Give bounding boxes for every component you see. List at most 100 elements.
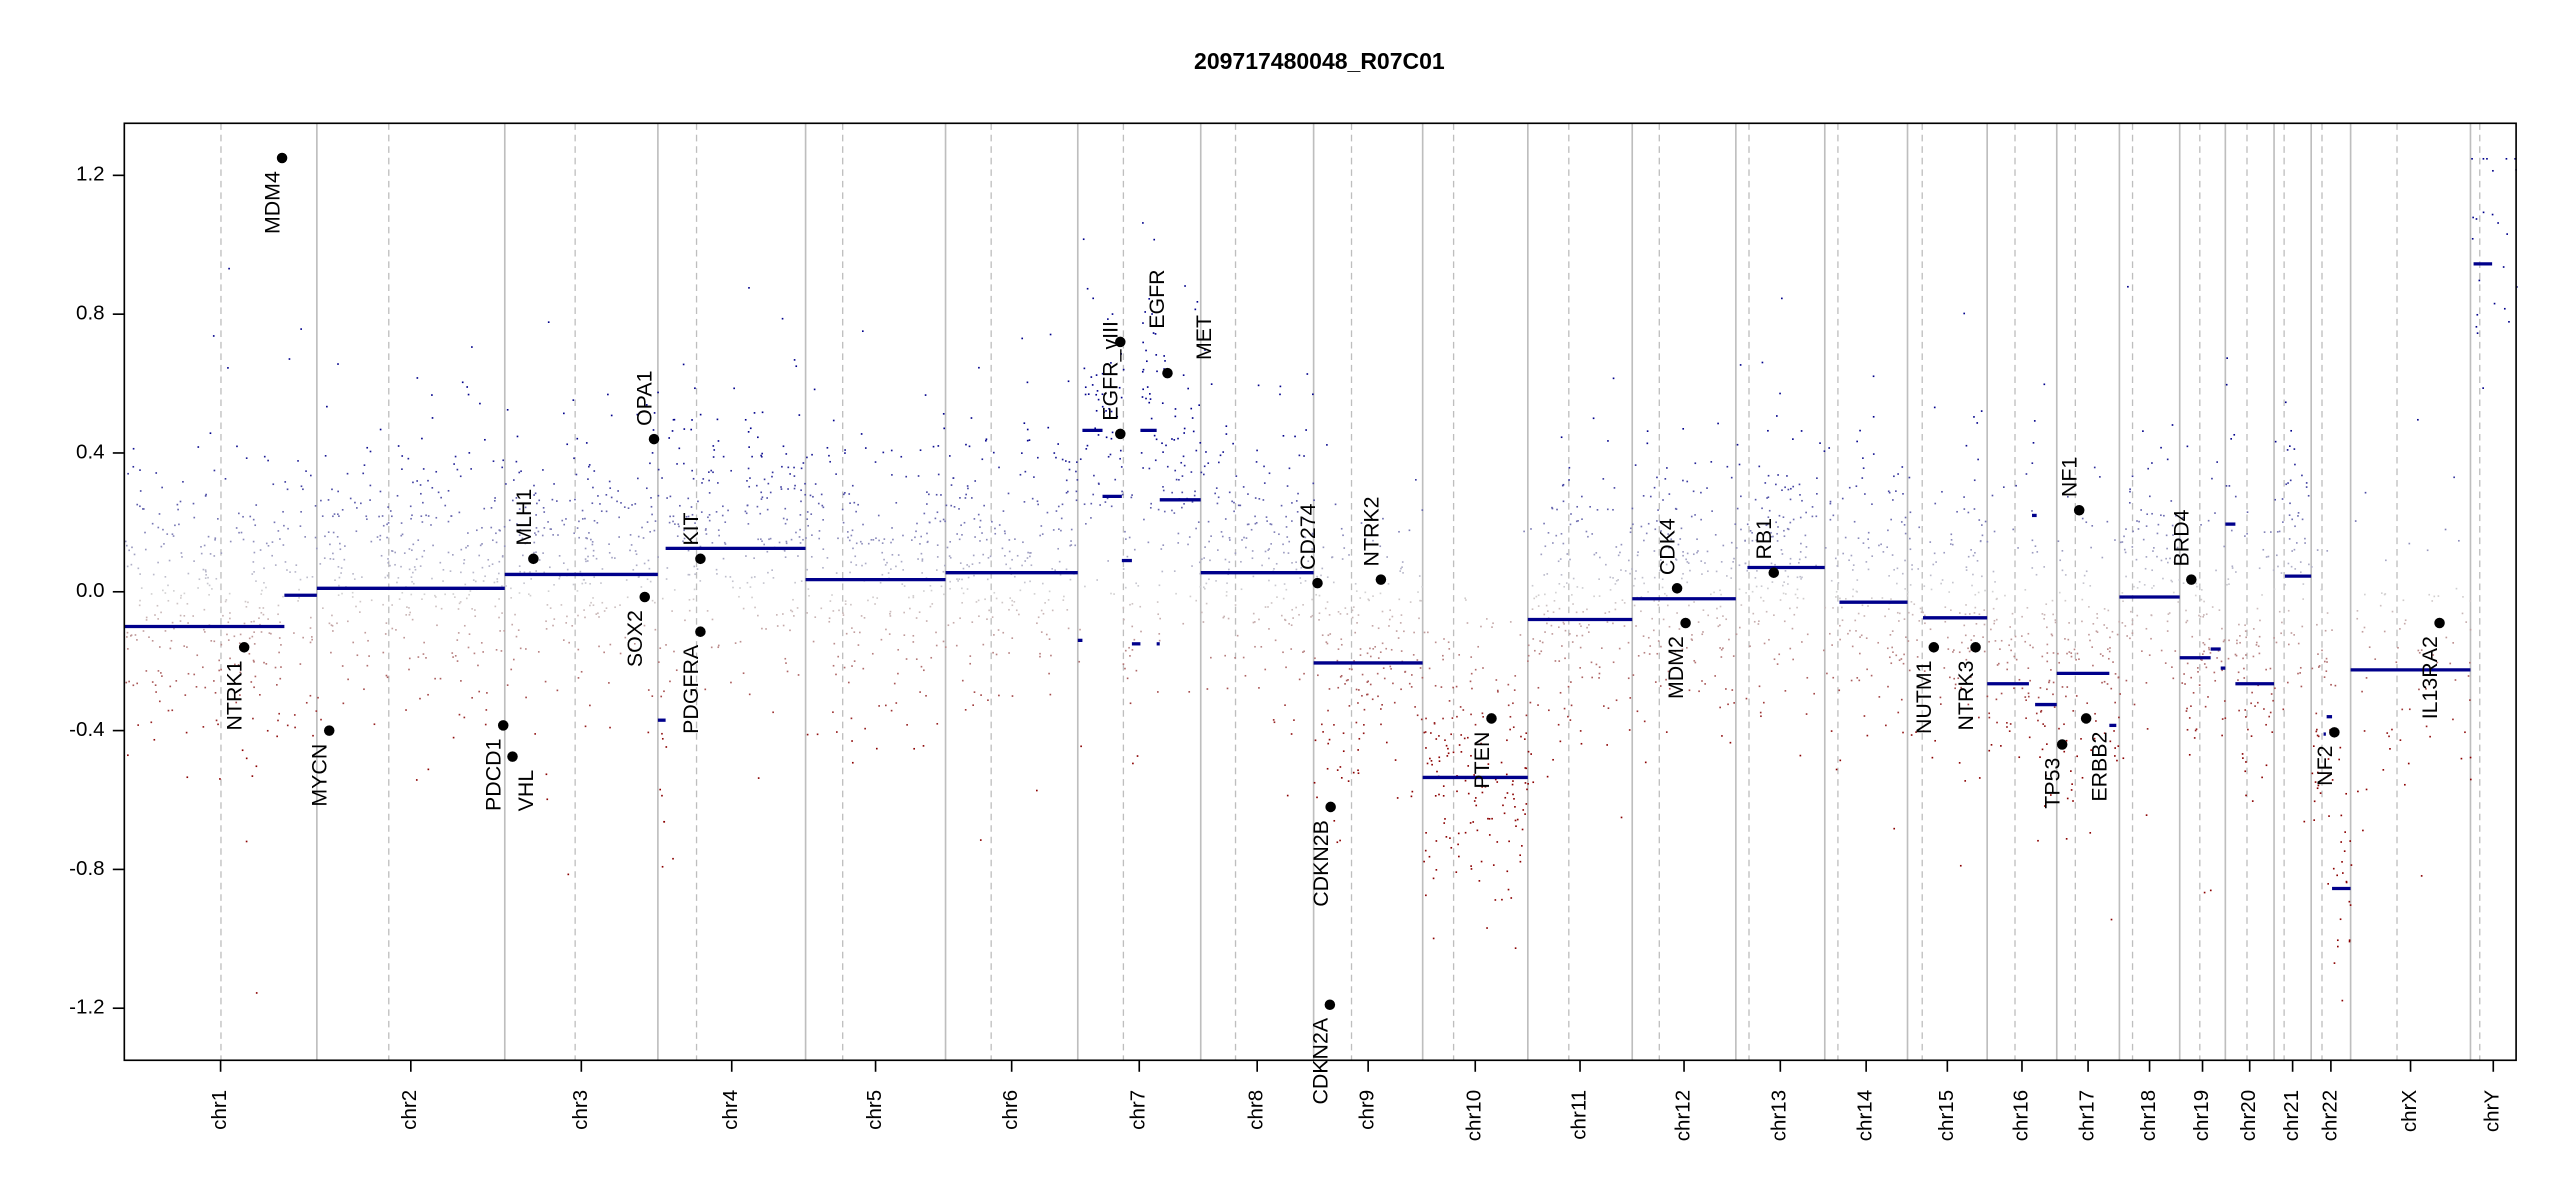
probe-point [722,557,725,560]
probe-point [1866,668,1868,671]
probe-point [1133,638,1136,641]
probe-point [1656,520,1658,522]
probe-point [522,554,524,557]
probe-point [2081,620,2083,623]
probe-point [1561,645,1563,647]
probe-point [807,588,810,590]
probe-point [1228,536,1231,539]
probe-point [2043,617,2045,620]
probe-point [1304,536,1307,539]
probe-point [1359,648,1362,650]
probe-point [1488,818,1491,820]
probe-point [1126,555,1129,558]
probe-point [332,531,335,534]
probe-point [1139,605,1142,608]
probe-point [2160,559,2163,562]
probe-point [277,719,279,722]
probe-point [2475,325,2478,328]
probe-point [158,646,161,648]
probe-point [592,597,594,599]
probe-point [1070,544,1073,546]
probe-point [391,515,393,518]
probe-point [1590,661,1593,664]
probe-point [311,638,313,641]
probe-point [879,581,882,584]
probe-point [1295,606,1297,609]
probe-point [1970,549,1972,551]
probe-point [2417,418,2419,421]
probe-point [915,658,918,661]
probe-point [1228,568,1230,571]
probe-point [1273,531,1276,533]
probe-point [1363,708,1366,711]
probe-point [912,596,915,599]
probe-point [245,757,248,760]
probe-point [2437,595,2440,597]
probe-point [671,610,673,612]
probe-point [2407,762,2410,765]
probe-point [1950,533,1953,536]
probe-point [1388,625,1390,627]
probe-point [1634,577,1636,580]
probe-point [253,551,256,554]
probe-point [717,646,720,649]
probe-point [843,666,846,669]
probe-point [2401,708,2404,711]
probe-point [1766,523,1769,526]
probe-point [1083,503,1086,506]
probe-point [2145,682,2148,684]
probe-point [451,554,454,556]
probe-point [2064,574,2067,576]
probe-point [242,538,245,541]
probe-point [2200,523,2202,526]
probe-point [550,528,552,530]
probe-point [1527,654,1530,657]
probe-point [1292,617,1294,619]
probe-point [1844,536,1847,539]
probe-point [253,631,255,633]
probe-point [609,643,612,646]
probe-point [1727,703,1729,706]
probe-point [1456,790,1458,793]
probe-point [1411,790,1414,793]
probe-point [479,402,481,405]
probe-point [2336,874,2338,877]
probe-point [657,468,660,471]
probe-point [2223,700,2226,702]
probe-point [1999,648,2001,650]
gene-point [639,591,650,603]
probe-point [2148,654,2151,656]
probe-point [998,466,1000,469]
probe-point [1783,581,1785,583]
x-tick-label: chr22 [2318,1090,2341,1141]
probe-point [687,515,690,518]
probe-point [1150,417,1153,420]
probe-point [708,513,711,516]
probe-point [1084,393,1087,396]
probe-point [2287,643,2290,646]
probe-point [553,618,556,620]
probe-point [1085,448,1088,450]
probe-point [182,480,184,483]
probe-point [1028,439,1031,441]
probe-point [2177,601,2180,603]
probe-point [2303,820,2306,823]
x-tick-label: chr6 [999,1090,1022,1130]
probe-point [260,611,263,614]
probe-point [561,519,564,522]
probe-point [2315,712,2318,715]
probe-point [1787,583,1789,585]
probe-point [1530,528,1532,530]
probe-point [407,457,410,460]
probe-point [1711,510,1713,512]
probe-point [1916,639,1918,641]
probe-point [1897,711,1900,714]
probe-point [293,714,296,716]
probe-point [2408,542,2411,545]
probe-point [1554,660,1557,662]
probe-point [2244,624,2246,627]
probe-point [352,641,355,644]
probe-point [2245,716,2247,718]
probe-point [245,605,248,608]
probe-point [977,599,980,602]
